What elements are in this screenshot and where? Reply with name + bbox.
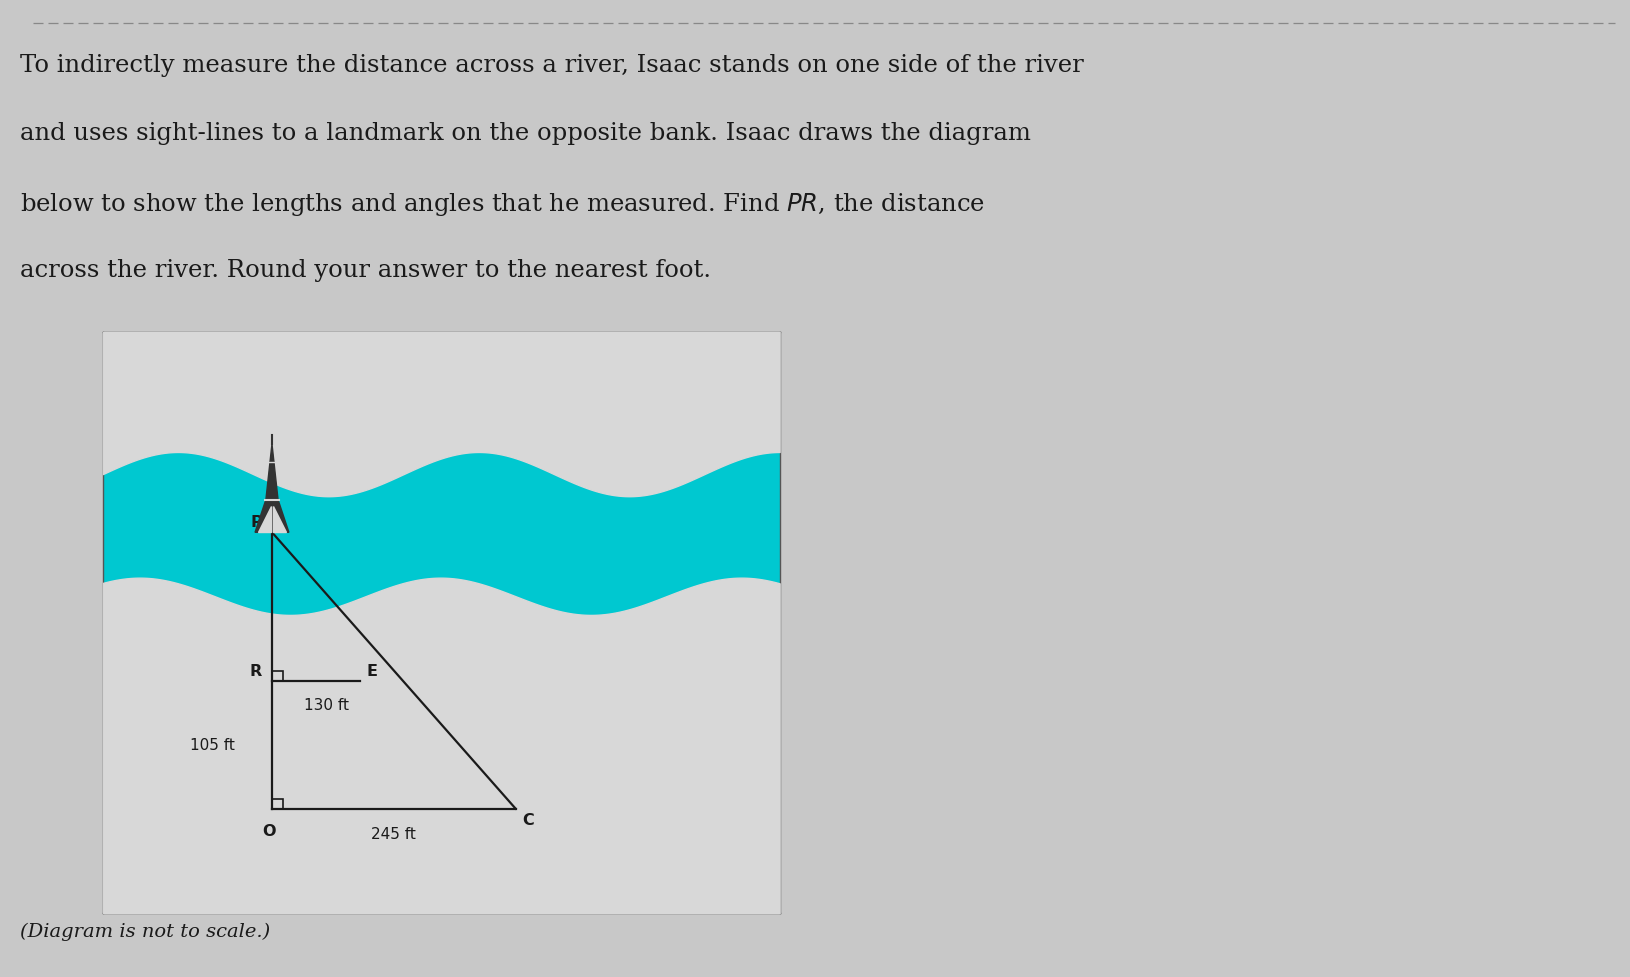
Text: P: P: [249, 515, 262, 530]
Text: To indirectly measure the distance across a river, Isaac stands on one side of t: To indirectly measure the distance acros…: [20, 54, 1082, 77]
Text: (Diagram is not to scale.): (Diagram is not to scale.): [20, 921, 269, 940]
Text: 130 ft: 130 ft: [303, 698, 349, 712]
Text: O: O: [262, 824, 275, 838]
Bar: [272, 799, 284, 809]
Text: 105 ft: 105 ft: [189, 738, 235, 752]
Polygon shape: [254, 500, 289, 532]
Bar: [272, 671, 284, 681]
Text: below to show the lengths and angles that he measured. Find $\mathit{PR}$, the d: below to show the lengths and angles tha…: [20, 191, 985, 218]
Polygon shape: [274, 507, 285, 532]
Text: 245 ft: 245 ft: [372, 827, 416, 841]
Polygon shape: [271, 445, 274, 463]
Polygon shape: [258, 507, 271, 532]
Text: C: C: [522, 812, 535, 827]
Text: and uses sight-lines to a landmark on the opposite bank. Isaac draws the diagram: and uses sight-lines to a landmark on th…: [20, 122, 1030, 146]
Text: across the river. Round your answer to the nearest foot.: across the river. Round your answer to t…: [20, 259, 711, 282]
Polygon shape: [266, 463, 277, 500]
Text: E: E: [367, 663, 378, 678]
Text: R: R: [249, 663, 262, 678]
